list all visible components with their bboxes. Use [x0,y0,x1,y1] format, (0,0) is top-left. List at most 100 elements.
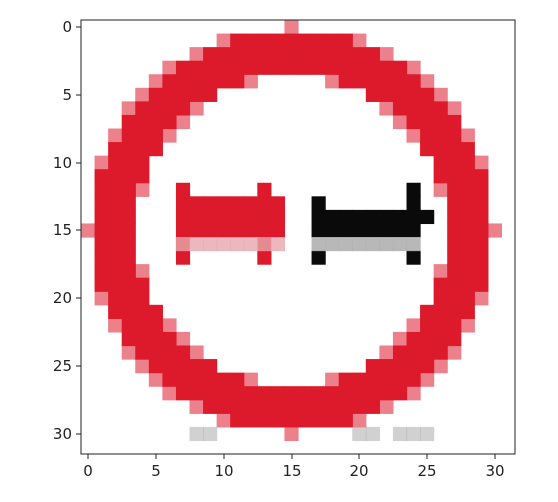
pixel [135,169,150,184]
pixel [379,386,394,401]
pixel [230,372,245,387]
pixel [189,223,204,238]
pixel [189,237,204,252]
pixel [474,209,489,225]
pixel [175,209,191,225]
pixel [406,223,421,238]
pixel [433,264,448,279]
pixel [379,399,394,414]
pixel [474,291,489,306]
pixel [460,196,475,211]
pixel [121,291,136,306]
pixel [447,291,462,306]
pixel [379,87,394,102]
pixel [189,47,204,62]
pixel [365,87,380,102]
pixel [433,169,448,184]
pixel [243,237,258,252]
pixel [338,33,353,48]
pixel [162,318,177,333]
x-tick-label: 10 [214,462,233,480]
pixel [216,386,231,401]
pixel [311,413,326,428]
pixel [487,223,503,238]
pixel [148,142,163,157]
pixel [311,237,326,252]
pixel [148,318,163,333]
pixel [148,74,163,89]
pixel [243,399,258,414]
pixel [230,237,245,252]
pixel [338,47,353,62]
pixel [135,87,150,102]
pixel [108,209,123,225]
pixel [379,372,394,387]
pixel [392,223,408,238]
pixel [365,209,380,225]
pixel [94,264,109,279]
pixel [162,359,177,374]
pixel [230,223,245,238]
pixel [284,33,299,48]
pixel [447,114,462,130]
pixel [175,60,191,75]
pixel [406,386,421,401]
pixel [352,237,367,252]
pixel [352,74,367,89]
pixel [379,223,394,238]
pixel [216,33,231,48]
pixel [108,128,123,143]
pixel [379,47,394,62]
pixel [365,223,380,238]
pixel [257,196,272,211]
pixel [108,155,123,170]
pixel [108,318,123,333]
pixel [325,47,340,62]
pixel [460,169,475,184]
pixel [189,399,204,414]
pixel [121,237,136,252]
pixel [230,74,245,89]
pixel [148,304,163,319]
pixel [420,101,435,116]
pixel [162,87,177,102]
pixel [175,196,191,211]
pixel [175,114,191,130]
pixel [270,223,286,238]
pixel [203,399,218,414]
pixel [284,413,299,428]
pixel [270,399,286,414]
pixel [379,74,394,89]
pixel [365,47,380,62]
pixel [108,264,123,279]
pixel [392,87,408,102]
pixel [81,223,96,238]
pixel [216,223,231,238]
pixel [406,182,421,197]
pixel [162,331,177,347]
pixel [474,277,489,292]
pixel [406,209,421,225]
pixel [216,47,231,62]
pixel [203,87,218,102]
pixel [392,426,408,442]
pixel [447,101,462,116]
pixel [108,196,123,211]
pixel [121,345,136,360]
pixel [270,196,286,211]
pixel [311,209,326,225]
pixel [121,169,136,184]
pixel [392,386,408,401]
pixel [284,20,299,35]
pixel [311,60,326,75]
pixel [298,386,313,401]
pixel [148,128,163,143]
pixel [162,114,177,130]
pixel [257,182,272,197]
pixel [162,101,177,116]
pixel [365,60,380,75]
pixel [189,209,204,225]
pixel [135,345,150,360]
pixel [447,155,462,170]
pixel [148,331,163,347]
